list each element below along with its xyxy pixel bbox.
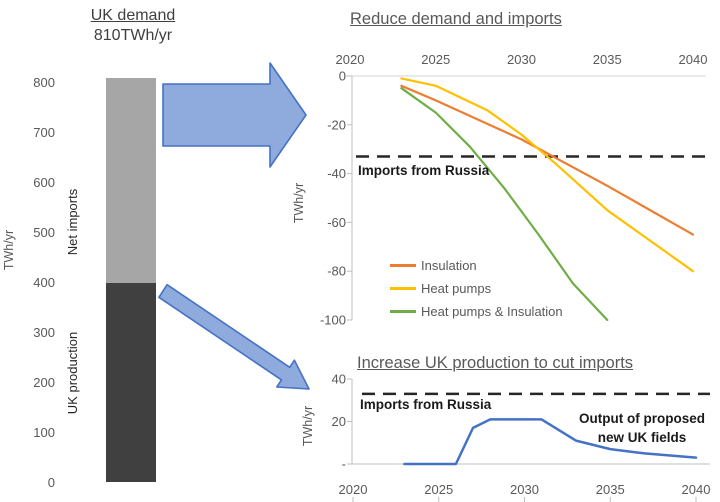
legend-item-insulation: Insulation <box>390 258 563 273</box>
legend-item-heat-pumps: Heat pumps <box>390 281 563 296</box>
legend: Insulation Heat pumps Heat pumps & Insul… <box>390 258 563 327</box>
increase-production-chart: 40 20 - 2020 2025 2030 2035 2040 <box>332 372 711 502</box>
y-tick-label: - <box>342 457 346 472</box>
new-uk-fields-annotation: Output of proposed new UK fields <box>579 411 705 445</box>
x-tick-label: 2025 <box>424 482 453 497</box>
diagonal-block-arrow-icon <box>158 283 310 390</box>
x-tick-label: 2035 <box>596 482 625 497</box>
bar-y-tick-label: 500 <box>33 225 55 241</box>
y-tick-label: -60 <box>327 215 346 230</box>
x-tick-label: 2035 <box>593 52 622 67</box>
y-tick-label: -80 <box>327 264 346 279</box>
x-tick-label: 2030 <box>507 52 536 67</box>
imports-from-russia-label-top: Imports from Russia <box>358 163 490 178</box>
bar-y-tick-label: 800 <box>33 75 55 91</box>
legend-item-heat-pumps-and-insulation: Heat pumps & Insulation <box>390 304 563 319</box>
series-line-insulation <box>400 84 695 236</box>
y-tick-label: -20 <box>327 117 346 132</box>
legend-swatch-heat-pumps-and-insulation <box>390 310 416 313</box>
bar-y-tick-label: 400 <box>33 274 55 290</box>
x-tick-label: 2040 <box>679 52 708 67</box>
y-tick-label: -40 <box>327 166 346 181</box>
x-tick-label: 2025 <box>421 52 450 67</box>
legend-label-insulation: Insulation <box>421 258 477 273</box>
bar-y-tick-label: 200 <box>33 374 55 390</box>
series-line-output-of-proposed-new-uk-fields <box>403 418 698 466</box>
reduce-demand-chart: 0 -20 -40 -60 -80 -100 2020 2025 2030 2035 2040 <box>320 52 708 328</box>
right-block-arrow-icon <box>162 62 307 168</box>
bar-y-tick-label: 600 <box>33 175 55 191</box>
y-tick-label: -100 <box>320 313 346 328</box>
imports-from-russia-label-bottom: Imports from Russia <box>360 397 492 412</box>
reduce-demand-chart-title: Reduce demand and imports <box>350 10 562 28</box>
legend-swatch-heat-pumps <box>390 287 416 290</box>
legend-label-heat-pumps: Heat pumps <box>421 281 492 296</box>
bar-y-tick-label: 0 <box>47 474 55 490</box>
y-tick-label: 0 <box>339 69 346 84</box>
legend-label-heat-pumps-and-insulation: Heat pumps & Insulation <box>421 304 563 319</box>
uk-demand-title-line2: 810TWh/yr <box>93 27 173 44</box>
x-tick-label: 2030 <box>510 482 539 497</box>
y-tick-label: 20 <box>332 414 346 429</box>
series-line-heat-pumps <box>400 77 695 273</box>
series-line-heat-pumps-insulation <box>400 87 609 322</box>
y-tick-label: 40 <box>332 372 346 387</box>
uk-demand-title: UK demand 810TWh/yr <box>63 6 203 46</box>
bar-segment-net-imports <box>106 78 156 283</box>
bar-y-tick-label: 100 <box>33 424 55 440</box>
x-tick-label: 2040 <box>682 482 711 497</box>
bar-y-tick-label: 300 <box>33 324 55 340</box>
legend-swatch-insulation <box>390 264 416 267</box>
increase-production-chart-title: Increase UK production to cut imports <box>357 354 634 372</box>
x-tick-label: 2020 <box>339 482 368 497</box>
bar-y-tick-label: 700 <box>33 125 55 141</box>
top-chart-y-axis-label: TWh/yr <box>292 182 306 224</box>
bottom-chart-y-axis-label: TWh/yr <box>301 405 315 447</box>
x-tick-label: 2020 <box>336 52 365 67</box>
uk-demand-title-line1: UK demand <box>90 7 176 24</box>
bar-segment-uk-production <box>106 282 156 483</box>
